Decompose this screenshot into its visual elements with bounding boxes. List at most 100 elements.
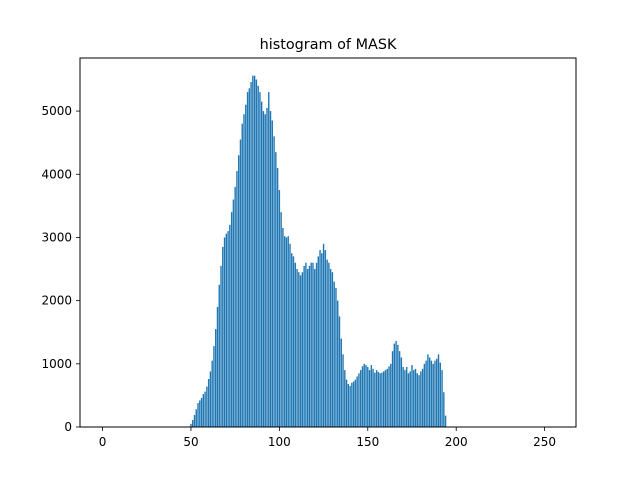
bar-66: [218, 284, 220, 427]
bar-103: [283, 236, 286, 427]
y-tick-label-0: 0: [64, 420, 72, 434]
bar-77: [238, 155, 240, 428]
bar-69: [223, 237, 226, 427]
bar-181: [421, 368, 424, 427]
bar-67: [220, 265, 222, 427]
bar-143: [354, 379, 357, 427]
bar-126: [324, 250, 327, 427]
bar-63: [213, 346, 215, 427]
bar-153: [372, 368, 374, 427]
bar-54: [197, 402, 199, 427]
bar-152: [370, 365, 373, 427]
bar-80: [243, 114, 245, 427]
x-axis: 0 50 100 150 200 250: [99, 427, 556, 449]
bar-175: [411, 365, 413, 427]
bar-156: [377, 372, 380, 427]
bar-154: [374, 372, 376, 427]
bar-51: [192, 420, 194, 427]
chart-title: histogram of MASK: [260, 37, 397, 53]
bar-122: [317, 256, 319, 427]
bar-109: [294, 262, 296, 427]
bar-174: [409, 371, 411, 427]
bar-92: [264, 114, 266, 427]
bar-140: [349, 385, 351, 427]
bar-188: [434, 360, 436, 427]
bar-160: [384, 370, 387, 427]
bar-161: [386, 368, 388, 427]
bar-86: [253, 75, 256, 427]
bar-131: [333, 281, 335, 427]
x-tick-label-250: 250: [533, 435, 556, 449]
bar-123: [319, 250, 321, 427]
bar-71: [227, 231, 229, 427]
bar-94: [268, 92, 270, 428]
bar-171: [404, 370, 406, 427]
bar-178: [416, 373, 418, 427]
bar-173: [407, 373, 410, 427]
bar-65: [216, 306, 219, 427]
bar-185: [428, 357, 431, 427]
bar-145: [358, 373, 360, 427]
bar-88: [257, 85, 259, 428]
bar-186: [430, 360, 433, 427]
bar-108: [292, 256, 295, 427]
x-tick-label-0: 0: [99, 435, 107, 449]
bar-162: [388, 366, 390, 427]
bar-170: [402, 366, 404, 427]
y-axis: 0 1000 2000 3000 4000 5000: [41, 104, 80, 434]
bar-57: [202, 394, 205, 427]
bar-113: [301, 272, 304, 427]
bar-132: [335, 287, 337, 427]
bar-129: [329, 269, 332, 427]
bar-106: [289, 243, 291, 427]
bar-56: [200, 397, 203, 427]
bar-168: [398, 351, 401, 427]
bar-128: [328, 262, 330, 427]
bar-133: [337, 300, 339, 427]
bar-74: [232, 199, 235, 427]
y-tick-label-2000: 2000: [41, 294, 72, 308]
bar-81: [245, 104, 247, 427]
bar-134: [338, 316, 341, 427]
bar-184: [427, 354, 429, 427]
bar-144: [356, 376, 358, 427]
bar-85: [252, 75, 254, 427]
bar-118: [310, 262, 312, 427]
bar-117: [308, 265, 311, 427]
bar-82: [246, 92, 249, 428]
bar-176: [413, 370, 415, 427]
bar-111: [298, 272, 300, 427]
bar-87: [255, 79, 258, 427]
bar-148: [363, 363, 365, 427]
bar-166: [395, 341, 397, 427]
bar-157: [379, 373, 381, 427]
bar-124: [321, 253, 323, 427]
bar-99: [276, 167, 279, 427]
bar-116: [306, 269, 309, 427]
bar-68: [222, 246, 224, 427]
bar-61: [209, 371, 212, 427]
bar-72: [229, 224, 231, 427]
bar-194: [444, 415, 447, 427]
bar-146: [360, 370, 362, 427]
bar-115: [305, 262, 307, 427]
bar-167: [397, 344, 399, 427]
bar-182: [423, 363, 426, 427]
bar-189: [436, 358, 438, 427]
bar-125: [322, 243, 325, 427]
bar-139: [347, 384, 350, 427]
bar-114: [303, 265, 305, 427]
bar-159: [382, 371, 385, 427]
bar-75: [234, 186, 236, 427]
bar-191: [439, 362, 441, 427]
bar-192: [441, 370, 443, 427]
bar-187: [432, 363, 434, 427]
bar-93: [266, 107, 268, 428]
bars-group: [190, 75, 447, 428]
bar-107: [291, 253, 293, 427]
bar-70: [225, 233, 228, 427]
bar-91: [262, 111, 265, 427]
bar-95: [269, 111, 272, 427]
bar-164: [391, 351, 394, 427]
